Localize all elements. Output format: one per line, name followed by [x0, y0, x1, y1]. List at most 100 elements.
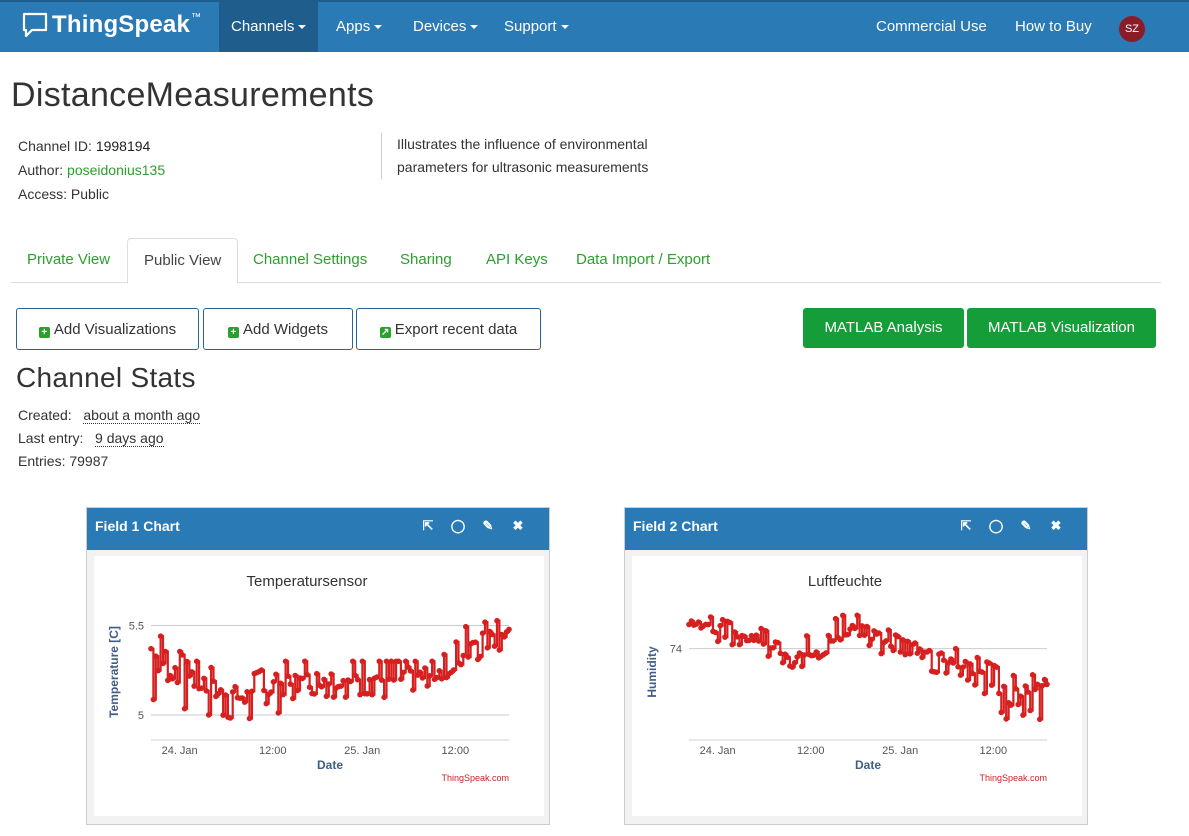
- data-point: [952, 645, 959, 652]
- brand-logo[interactable]: ThingSpeak ™: [22, 11, 201, 39]
- data-point: [398, 676, 404, 682]
- pencil-icon[interactable]: ✎: [482, 518, 494, 533]
- data-point: [302, 658, 308, 665]
- data-point: [378, 677, 385, 683]
- data-point: [352, 672, 359, 679]
- data-point: [417, 669, 423, 676]
- data-point: [916, 646, 923, 652]
- tab-private-view[interactable]: Private View: [27, 251, 111, 268]
- data-point: [868, 636, 875, 643]
- data-point: [383, 658, 390, 665]
- data-point: [491, 643, 498, 649]
- data-point: [174, 679, 181, 686]
- data-point: [169, 675, 176, 682]
- nav-apps[interactable]: Apps: [324, 2, 394, 52]
- tab-sharing[interactable]: Sharing: [400, 251, 452, 268]
- data-point: [789, 664, 796, 670]
- data-point: [914, 650, 921, 656]
- channel-stats: Created: about a month ago Last entry: 9…: [18, 404, 201, 473]
- data-point: [760, 641, 767, 647]
- tab-channel-settings[interactable]: Channel Settings: [253, 251, 368, 268]
- data-point: [964, 677, 971, 683]
- data-point: [883, 638, 889, 644]
- data-point: [193, 658, 200, 665]
- chevron-down-icon: [298, 25, 307, 30]
- data-point: [198, 685, 205, 691]
- comment-icon[interactable]: ◯: [988, 518, 1004, 533]
- data-point: [342, 694, 349, 700]
- data-point: [864, 623, 870, 630]
- data-point: [203, 688, 210, 694]
- x-tick-label: 12:00: [442, 745, 470, 757]
- nav-support[interactable]: Support: [492, 2, 581, 52]
- data-point: [390, 677, 397, 683]
- nav-devices[interactable]: Devices: [401, 2, 490, 52]
- data-point: [960, 664, 966, 670]
- last-entry-value: 9 days ago: [95, 430, 164, 447]
- nav-channels[interactable]: Channels: [219, 2, 319, 52]
- add-widgets-button[interactable]: + Add Widgets: [203, 308, 353, 350]
- author-link[interactable]: poseidonius135: [67, 162, 166, 178]
- data-point: [763, 628, 769, 634]
- data-point: [422, 665, 428, 671]
- data-point: [270, 679, 277, 685]
- panel-tools: ⇱ ◯ ✎ ✖: [413, 508, 533, 544]
- y-axis-label: Temperature [C]: [107, 626, 121, 718]
- field-2-chart-panel: Field 2 Chart ⇱ ◯ ✎ ✖ Luftfeuchte 74 24. J…: [624, 507, 1088, 825]
- data-point: [722, 634, 728, 640]
- data-point: [1039, 683, 1045, 689]
- data-point: [885, 627, 892, 633]
- data-point: [482, 619, 488, 625]
- brand-trademark: ™: [191, 11, 202, 23]
- nav-how-to-buy[interactable]: How to Buy: [1015, 18, 1092, 35]
- export-recent-data-button[interactable]: ↗ Export recent data: [356, 308, 541, 350]
- external-link-icon[interactable]: ⇱: [422, 518, 434, 533]
- data-point: [306, 684, 313, 690]
- avatar[interactable]: SZ: [1119, 16, 1145, 42]
- matlab-visualization-button[interactable]: MATLAB Visualization: [967, 308, 1156, 348]
- tab-public-view[interactable]: Public View: [127, 238, 239, 284]
- data-point: [856, 632, 863, 639]
- data-point: [993, 664, 1000, 670]
- pencil-icon[interactable]: ✎: [1020, 518, 1032, 533]
- data-point: [501, 634, 508, 640]
- close-icon[interactable]: ✖: [512, 518, 524, 533]
- data-point: [830, 638, 836, 644]
- data-point: [458, 661, 464, 668]
- data-point: [232, 683, 238, 690]
- channel-meta: Channel ID: 1998194 Author: poseidonius1…: [18, 134, 165, 206]
- chart-svg: Luftfeuchte 74 24. Jan 12:00 25. Jan 12:00 Dat…: [645, 573, 1050, 783]
- data-point: [419, 675, 426, 681]
- plus-icon: +: [227, 327, 239, 338]
- panel-header: Field 1 Chart ⇱ ◯ ✎ ✖: [87, 508, 549, 550]
- data-point: [369, 691, 375, 698]
- nav-commercial-use[interactable]: Commercial Use: [876, 18, 987, 35]
- data-point: [246, 715, 253, 722]
- channel-tabs: Private View Public View Channel Setting…: [11, 238, 1161, 284]
- close-icon[interactable]: ✖: [1050, 518, 1062, 533]
- data-point: [395, 658, 402, 665]
- data-point: [751, 637, 757, 644]
- data-point: [888, 643, 894, 649]
- tab-data-import-export[interactable]: Data Import / Export: [576, 251, 711, 268]
- data-point: [938, 650, 945, 656]
- x-tick-label: 12:00: [797, 745, 825, 757]
- data-point: [321, 676, 327, 683]
- matlab-analysis-button[interactable]: MATLAB Analysis: [803, 308, 964, 348]
- y-tick-label: 5: [138, 710, 144, 722]
- chevron-down-icon: [470, 25, 479, 30]
- comment-icon[interactable]: ◯: [450, 518, 466, 533]
- data-point: [861, 632, 868, 638]
- external-link-icon[interactable]: ⇱: [960, 518, 972, 533]
- data-point: [712, 629, 719, 636]
- tab-api-keys[interactable]: API Keys: [486, 251, 548, 268]
- data-point: [770, 645, 776, 651]
- data-point: [796, 650, 803, 656]
- data-point: [165, 677, 171, 684]
- data-point: [854, 612, 860, 619]
- data-point: [715, 638, 721, 645]
- add-visualizations-button[interactable]: + Add Visualizations: [16, 308, 199, 350]
- data-point: [263, 700, 270, 707]
- data-point: [974, 654, 981, 661]
- data-point: [249, 688, 255, 695]
